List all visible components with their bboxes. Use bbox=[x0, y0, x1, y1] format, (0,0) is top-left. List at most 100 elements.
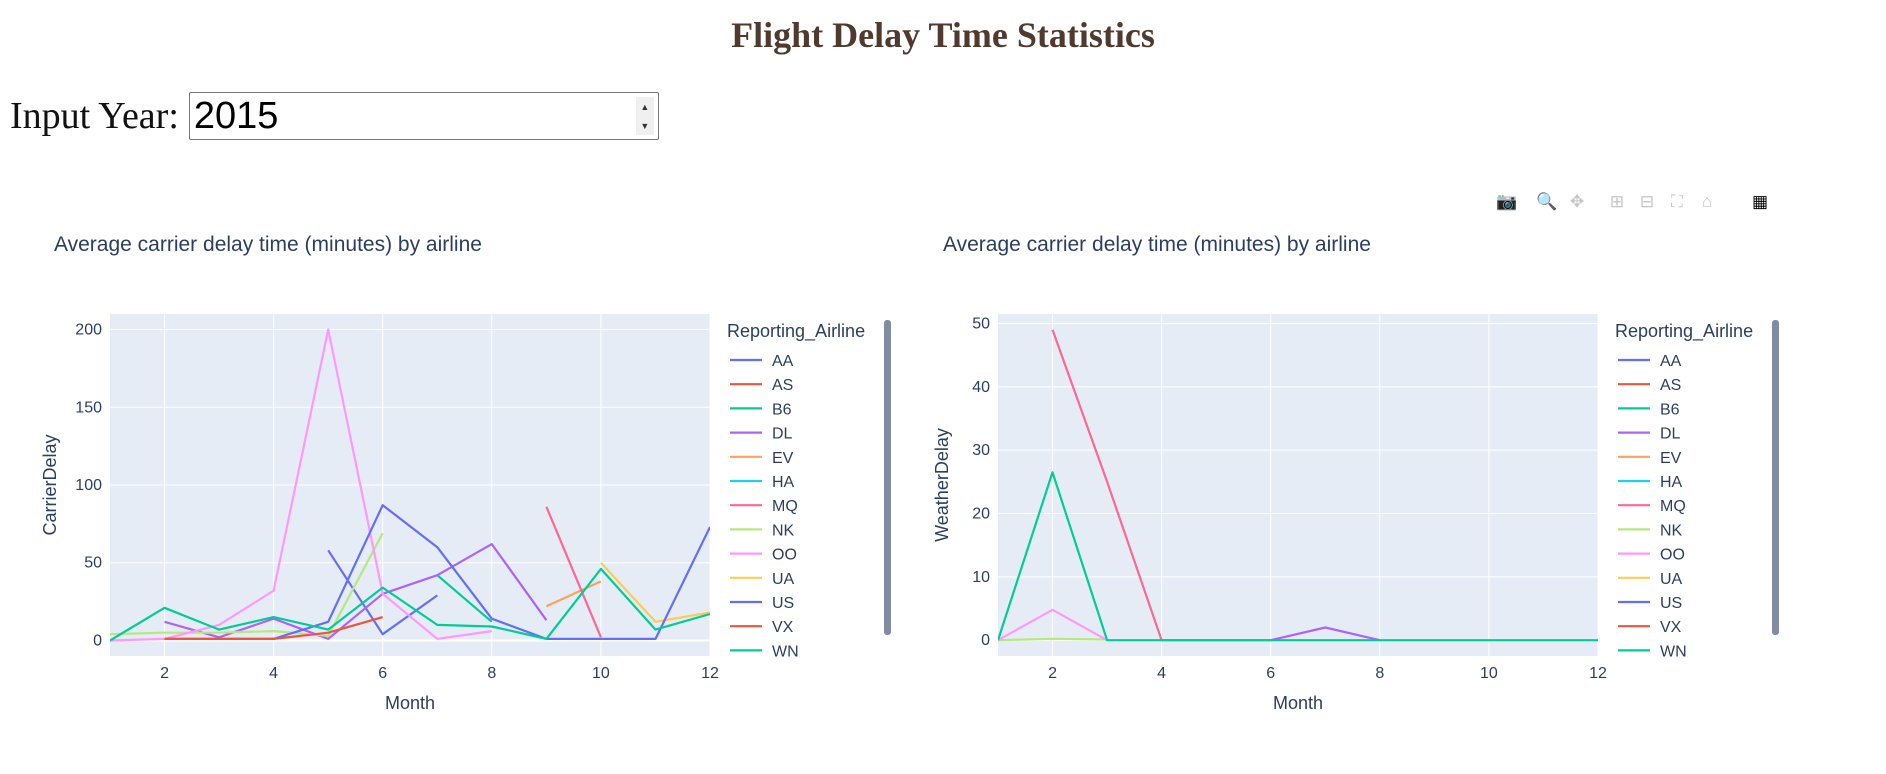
x-tick-label: 10 bbox=[592, 665, 610, 682]
chart-title: Average carrier delay time (minutes) by … bbox=[943, 233, 1371, 256]
series-line-wn[interactable] bbox=[110, 567, 710, 642]
legend-item-oo[interactable]: OO bbox=[1618, 547, 1685, 564]
legend-item-dl[interactable]: DL bbox=[730, 426, 793, 443]
legend-label: VX bbox=[1660, 619, 1682, 636]
legend-item-vx[interactable]: VX bbox=[1618, 619, 1682, 636]
year-spinner[interactable]: ▲ ▼ bbox=[635, 97, 654, 135]
y-tick-label: 30 bbox=[972, 442, 990, 459]
legend-item-mq[interactable]: MQ bbox=[730, 498, 798, 515]
legend-label: WN bbox=[1660, 643, 1687, 660]
plot-background[interactable] bbox=[998, 314, 1598, 656]
series-line-wn[interactable] bbox=[998, 471, 1598, 642]
zoom-icon[interactable]: 🔍 bbox=[1536, 192, 1558, 211]
legend-label: AS bbox=[1660, 377, 1681, 394]
series-line-vx[interactable] bbox=[164, 616, 384, 641]
y-tick-label: 50 bbox=[84, 555, 102, 572]
spin-down-icon[interactable]: ▼ bbox=[640, 120, 650, 131]
series-line-nk[interactable] bbox=[110, 532, 384, 637]
plotly-logo-icon[interactable]: ▦ bbox=[1751, 192, 1769, 211]
year-input-row: Input Year: ▲ ▼ bbox=[10, 90, 659, 142]
legend-item-as[interactable]: AS bbox=[1618, 377, 1681, 394]
series-line-b6[interactable] bbox=[436, 574, 493, 623]
reset-axes-icon[interactable]: ⌂ bbox=[1701, 192, 1713, 211]
legend-label: OO bbox=[772, 547, 797, 564]
legend-item-ev[interactable]: EV bbox=[1618, 450, 1682, 467]
legend-label: MQ bbox=[772, 498, 798, 515]
legend-label: B6 bbox=[1660, 401, 1680, 418]
y-tick-label: 50 bbox=[972, 316, 990, 333]
series-line-mq[interactable] bbox=[1051, 329, 1163, 641]
legend-item-ha[interactable]: HA bbox=[730, 474, 795, 491]
year-input-box[interactable]: ▲ ▼ bbox=[188, 92, 659, 140]
year-input-label: Input Year: bbox=[10, 95, 179, 137]
legend-item-ev[interactable]: EV bbox=[730, 450, 794, 467]
series-line-oo[interactable] bbox=[998, 608, 1108, 642]
legend-item-b6[interactable]: B6 bbox=[730, 401, 792, 418]
x-tick-label: 4 bbox=[1157, 665, 1166, 682]
y-tick-label: 100 bbox=[75, 477, 102, 494]
y-axis-title: CarrierDelay bbox=[40, 434, 60, 535]
year-input[interactable] bbox=[189, 93, 620, 139]
legend-label: OO bbox=[1660, 547, 1685, 564]
series-line-dl[interactable] bbox=[164, 542, 548, 641]
legend-label: AA bbox=[772, 353, 794, 370]
legend-item-us[interactable]: US bbox=[1618, 595, 1682, 612]
legend-label: DL bbox=[1660, 426, 1681, 443]
legend-label: VX bbox=[772, 619, 794, 636]
legend-label: NK bbox=[1660, 522, 1683, 539]
series-line-oo[interactable] bbox=[110, 328, 492, 642]
x-tick-label: 12 bbox=[701, 665, 719, 682]
legend-item-aa[interactable]: AA bbox=[730, 353, 794, 370]
legend-item-wn[interactable]: WN bbox=[730, 643, 799, 660]
legend-item-dl[interactable]: DL bbox=[1618, 426, 1681, 443]
legend-label: WN bbox=[772, 643, 799, 660]
legend-label: US bbox=[772, 595, 794, 612]
legend-scrollbar[interactable] bbox=[884, 320, 891, 635]
legend-item-oo[interactable]: OO bbox=[730, 547, 797, 564]
legend-label: US bbox=[1660, 595, 1682, 612]
autoscale-icon[interactable]: ⛶ bbox=[1671, 192, 1683, 211]
series-line-mq[interactable] bbox=[545, 506, 602, 638]
pan-icon[interactable]: ✥ bbox=[1569, 192, 1585, 211]
series-line-aa[interactable] bbox=[327, 549, 438, 636]
x-tick-label: 10 bbox=[1480, 665, 1498, 682]
legend-item-us[interactable]: US bbox=[730, 595, 794, 612]
legend-item-aa[interactable]: AA bbox=[1618, 353, 1682, 370]
legend-item-nk[interactable]: NK bbox=[1618, 522, 1683, 539]
legend-item-as[interactable]: AS bbox=[730, 377, 793, 394]
legend-label: DL bbox=[772, 426, 793, 443]
legend-label: AS bbox=[772, 377, 793, 394]
spin-up-icon[interactable]: ▲ bbox=[640, 101, 650, 112]
legend-item-ua[interactable]: UA bbox=[1618, 571, 1683, 588]
y-tick-label: 200 bbox=[75, 322, 102, 339]
legend-label: EV bbox=[1660, 450, 1682, 467]
legend-item-ua[interactable]: UA bbox=[730, 571, 795, 588]
x-axis-title: Month bbox=[1273, 693, 1323, 713]
legend-title: Reporting_Airline bbox=[1615, 321, 1753, 342]
x-tick-label: 4 bbox=[269, 665, 278, 682]
legend-item-nk[interactable]: NK bbox=[730, 522, 795, 539]
legend-item-ha[interactable]: HA bbox=[1618, 474, 1683, 491]
legend-label: NK bbox=[772, 522, 795, 539]
x-tick-label: 6 bbox=[378, 665, 387, 682]
legend-title: Reporting_Airline bbox=[727, 321, 865, 342]
legend-item-b6[interactable]: B6 bbox=[1618, 401, 1680, 418]
legend-label: AA bbox=[1660, 353, 1682, 370]
legend-label: EV bbox=[772, 450, 794, 467]
series-line-ua[interactable] bbox=[600, 561, 710, 623]
x-tick-label: 8 bbox=[1375, 665, 1384, 682]
x-axis-title: Month bbox=[385, 693, 435, 713]
zoom-in-icon[interactable]: ⊞ bbox=[1609, 192, 1625, 211]
series-line-nk[interactable] bbox=[998, 637, 1108, 642]
zoom-out-icon[interactable]: ⊟ bbox=[1639, 192, 1655, 211]
legend-item-vx[interactable]: VX bbox=[730, 619, 794, 636]
legend-item-mq[interactable]: MQ bbox=[1618, 498, 1686, 515]
legend-label: HA bbox=[772, 474, 795, 491]
legend-scrollbar[interactable] bbox=[1772, 320, 1779, 635]
series-lines bbox=[998, 329, 1598, 642]
series-line-ev[interactable] bbox=[545, 580, 602, 608]
legend-item-wn[interactable]: WN bbox=[1618, 643, 1687, 660]
camera-icon[interactable]: 📷 bbox=[1496, 192, 1518, 211]
modebar: 📷 🔍 ✥ ⊞ ⊟ ⛶ ⌂ ▦ bbox=[1495, 190, 1768, 216]
